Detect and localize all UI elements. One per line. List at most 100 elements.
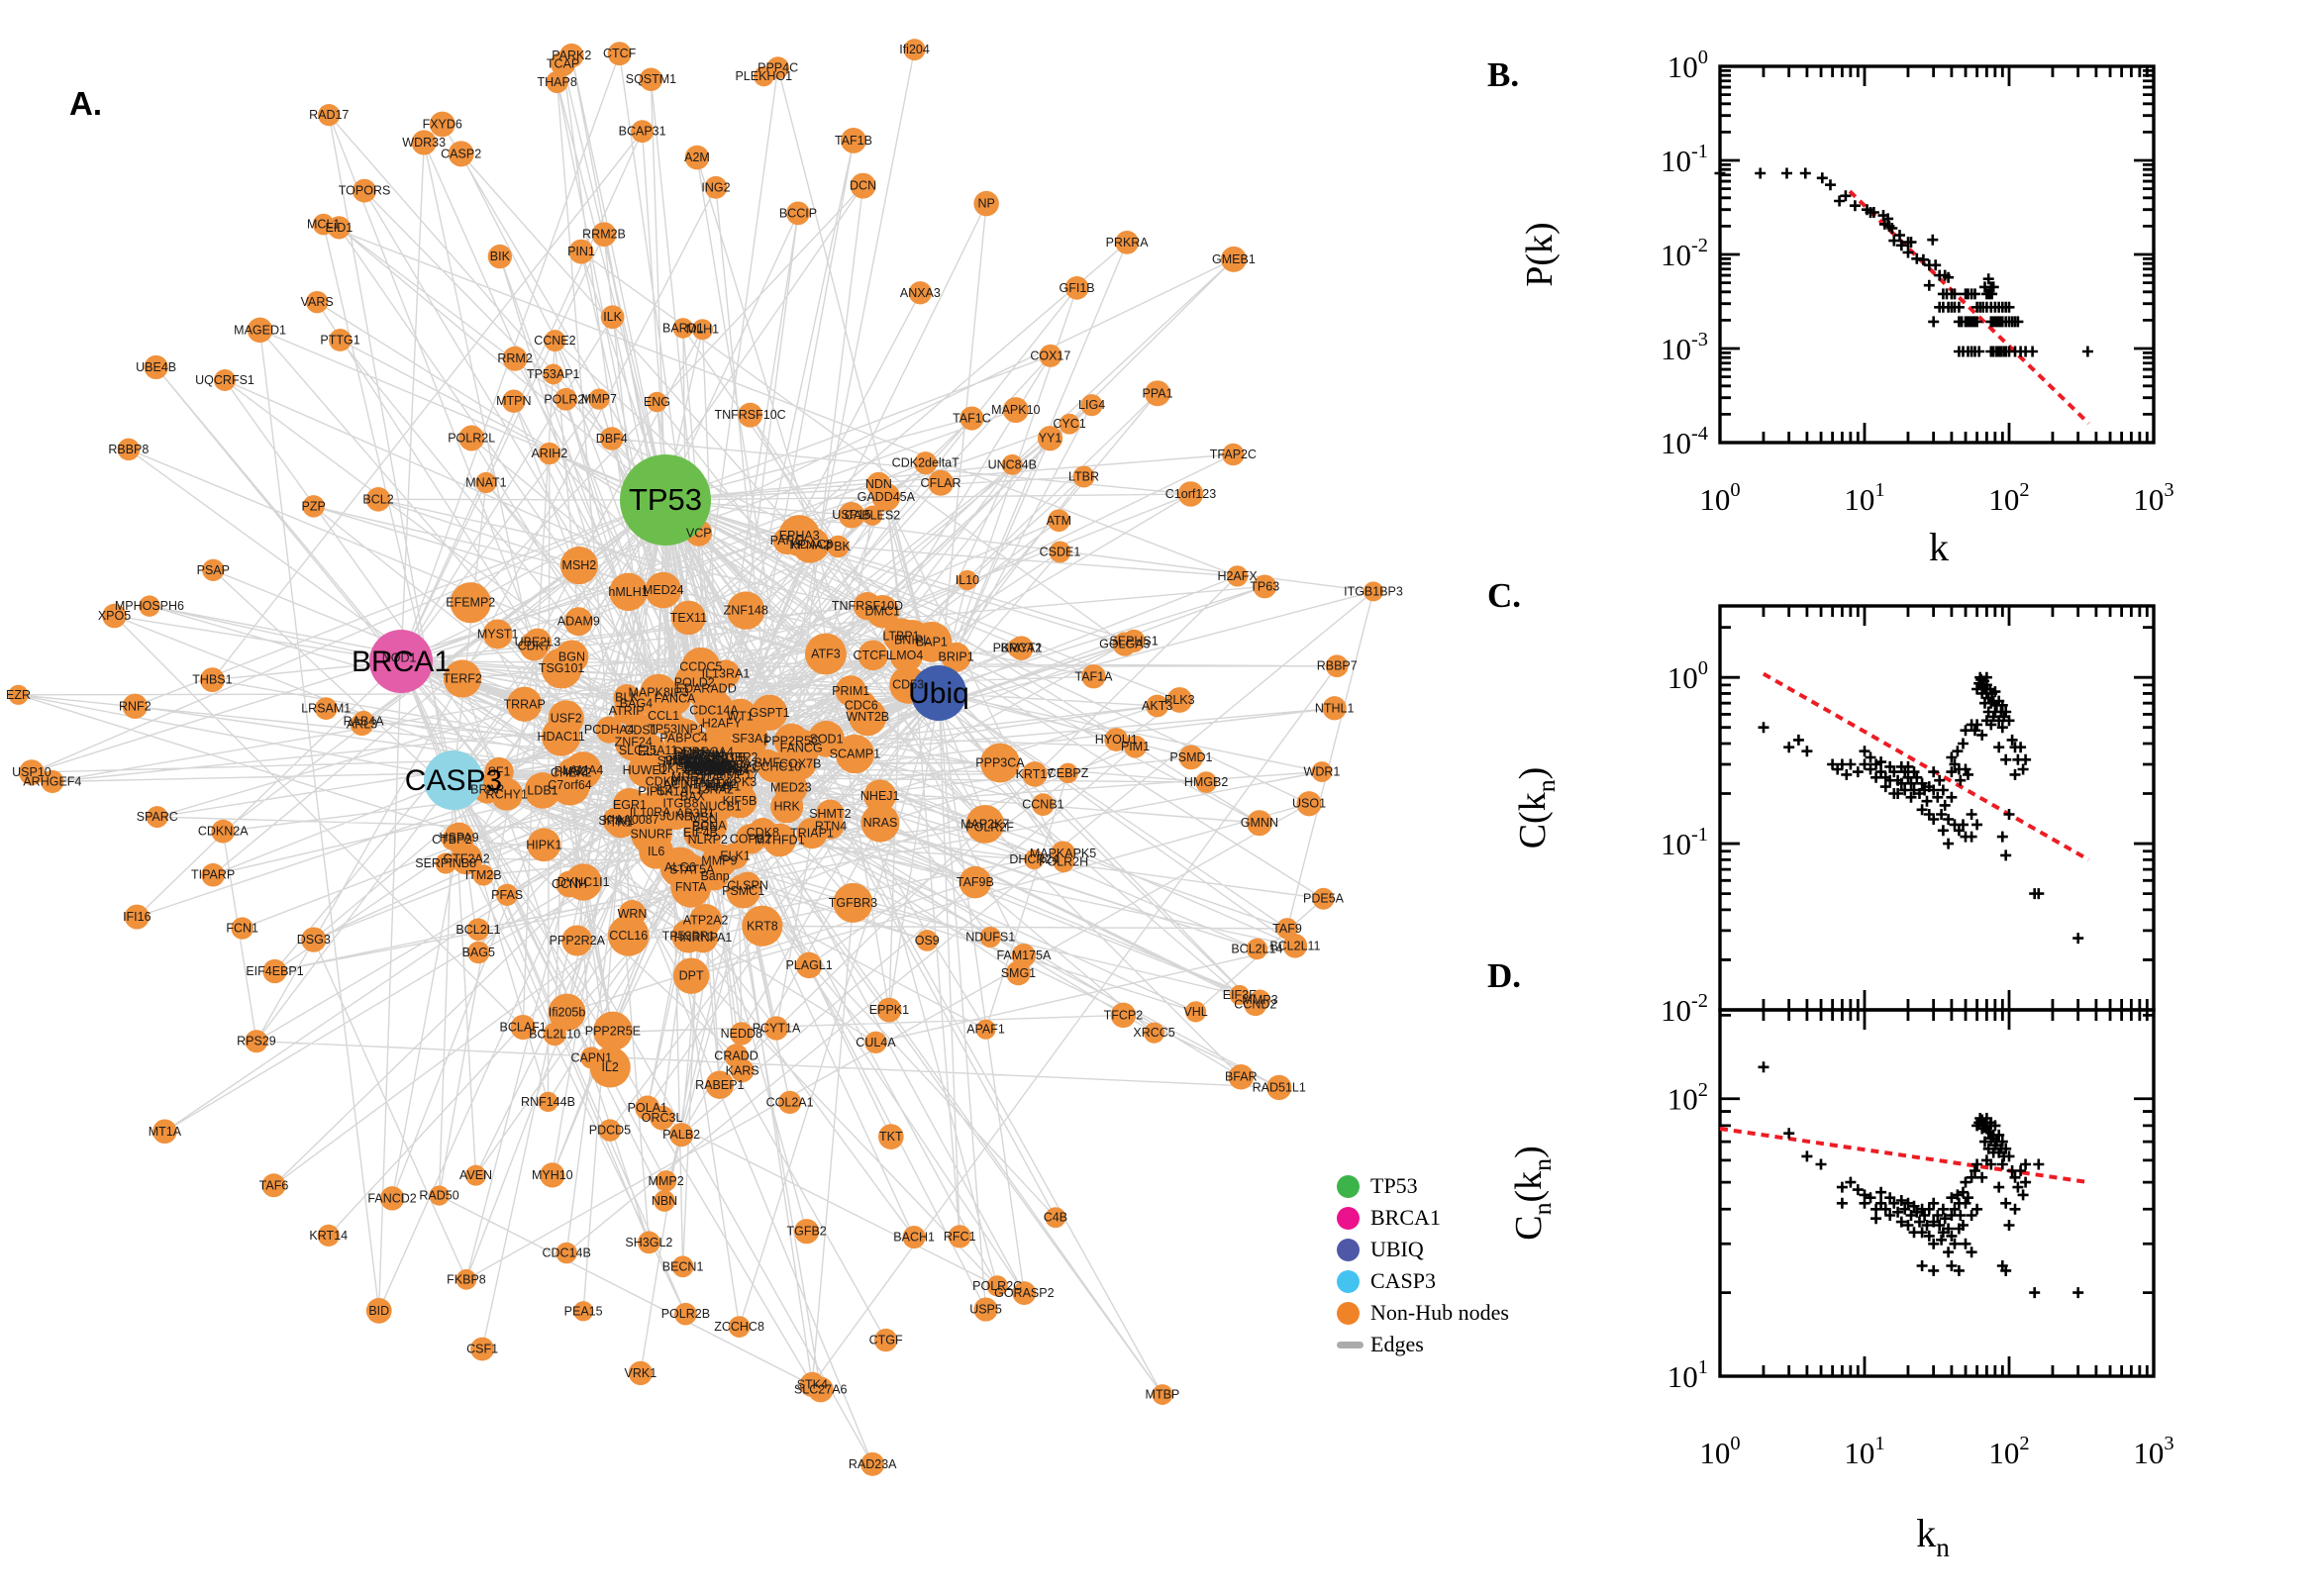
network-node [591, 222, 617, 248]
network-legend: TP53 BRCA1 UBIQ CASP3 Non-Hub nodes Edges [1337, 1170, 1509, 1360]
network-node-label: MMP7 [581, 392, 617, 406]
network-node [618, 900, 647, 928]
network-node-label: PPP3CA [975, 756, 1025, 770]
network-node [1178, 745, 1204, 770]
network-node-label: AP3B1 [676, 806, 715, 820]
network-node [588, 388, 610, 410]
network-node [794, 1219, 820, 1245]
hub-brca1 [369, 630, 433, 693]
network-node-label: PPP2R2A [550, 934, 606, 948]
legend-dot-icon [1337, 1301, 1360, 1325]
network-node-label: COX17 [1030, 349, 1070, 362]
network-node-label: CCND2 [1234, 998, 1276, 1012]
network-node-label: FKBP8 [447, 1272, 486, 1286]
legend-item: Non-Hub nodes [1337, 1297, 1509, 1329]
network-node [833, 882, 873, 923]
network-node-label: LTBR [1068, 470, 1099, 484]
network-node-label: SERPINB8 [415, 856, 476, 870]
network-node-label: H2AFX [1217, 569, 1258, 583]
network-node-label: IFI16 [123, 910, 152, 924]
network-node [738, 402, 763, 428]
network-node [728, 1316, 751, 1339]
network-node [122, 693, 149, 720]
network-node-label: TNFRSF10C [714, 408, 785, 422]
network-node-label: ARHGEF4 [23, 774, 81, 788]
network-node [559, 547, 598, 585]
panel-b-label: B. [1487, 55, 1520, 94]
network-node-label: POLR2L [448, 431, 495, 445]
network-node-label: LAMA4 [562, 763, 603, 777]
network-node-label: KPNA2 [789, 538, 830, 551]
network-node [589, 1047, 631, 1088]
network-node-label: RAD17 [309, 108, 349, 122]
network-node-label: USF2 [551, 711, 582, 725]
network-node-label: DSG3 [297, 933, 331, 947]
network-node [1049, 541, 1071, 563]
legend-item: Edges [1337, 1329, 1509, 1360]
network-node [448, 141, 474, 167]
axis-ticks [1718, 606, 2156, 1012]
network-node-label: BCL2L10 [529, 1027, 580, 1041]
network-node-label: TELO2 [685, 764, 725, 778]
network-node-label: MYH10 [532, 1168, 573, 1182]
network-node [663, 767, 699, 802]
tick-label: 100 [1699, 1433, 1740, 1470]
network-node-label: CDS1 [624, 723, 656, 737]
network-node [786, 201, 810, 226]
network-node [1282, 934, 1308, 958]
network-node [1080, 394, 1103, 417]
network-node-label: BAG5 [462, 946, 495, 959]
network-node [928, 469, 955, 496]
network-node [559, 43, 584, 68]
network-node [1195, 771, 1218, 793]
network-node-label: IL13RA1 [702, 667, 751, 681]
network-node-label: ADAM9 [557, 615, 600, 629]
network-node-label: EIF4B [683, 826, 718, 840]
network-node-label: DFFA [698, 781, 731, 795]
network-node [599, 427, 624, 450]
network-node-label: CTCFL [854, 648, 893, 662]
network-node [444, 822, 474, 853]
network-node-label: RAD51L1 [1253, 1080, 1306, 1094]
network-node-label: DMC1 [864, 605, 899, 619]
legend-item: CASP3 [1337, 1265, 1509, 1297]
network-node-label: NDUFS1 [965, 931, 1015, 945]
network-node [214, 369, 236, 391]
network-node [1124, 735, 1148, 758]
network-node [117, 438, 141, 461]
network-node [200, 667, 225, 693]
network-node-label: TERF2 [443, 671, 482, 685]
network-node-label: PDE5A [1303, 892, 1345, 906]
tick-label: 101 [1667, 1356, 1708, 1394]
network-node [647, 391, 667, 413]
network-node-label: ZCCHC10 [745, 760, 802, 774]
network-node-label: LDB1 [527, 783, 557, 797]
network-node-label: CDK2deltaT [892, 456, 960, 470]
network-node-label: UNC84B [988, 457, 1037, 471]
network-node-label: HSPA9 [440, 831, 479, 845]
network-node-label: IL10 [956, 573, 979, 587]
network-node [986, 1275, 1008, 1297]
tick-label: 103 [2133, 1433, 2173, 1470]
network-node-label: NMT2 [663, 754, 697, 768]
axis-ticks [1718, 64, 2156, 445]
network-node-label: GORASP2 [994, 1286, 1054, 1300]
network-node-label: JUNB [659, 810, 692, 824]
network-node [960, 406, 984, 431]
network-node [245, 1030, 268, 1053]
network-node [1045, 1207, 1066, 1229]
network-node-label: DPT [679, 969, 704, 983]
network-node-label: PRIM1 [832, 684, 869, 698]
network-node-label: AKT3 [1142, 699, 1172, 713]
network-node [876, 997, 902, 1023]
network-node-label: TGFBR3 [829, 896, 877, 910]
network-node [507, 686, 543, 722]
network-node-label: PIM1 [1121, 740, 1150, 753]
network-node-label: BCAP31 [619, 125, 666, 139]
network-node-label: TP53BP2 [705, 750, 758, 764]
network-node [655, 1170, 677, 1192]
network-node-label: FANCA [655, 691, 696, 705]
network-node-label: MCL1 [307, 218, 340, 232]
network-node [1222, 443, 1245, 466]
legend-dot-icon [1337, 1174, 1360, 1198]
